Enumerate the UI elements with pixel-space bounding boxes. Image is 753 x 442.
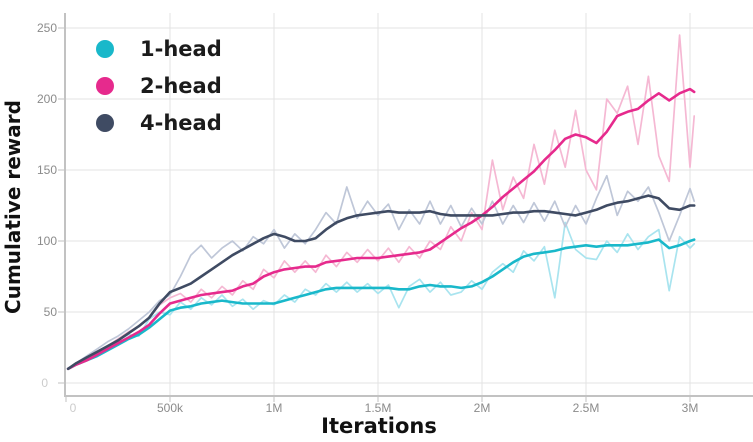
legend-series-label: 4-head [140, 110, 222, 135]
x-tick-label: 2.5M [572, 401, 600, 415]
x-tick-label: 500k [156, 401, 184, 415]
x-tick-label: 2M [473, 401, 491, 415]
x-tick-label: 1.5M [364, 401, 392, 415]
legend-item-1-head[interactable]: 1-head [96, 30, 222, 67]
y-tick-label: 0 [41, 376, 48, 390]
y-tick-label: 50 [43, 305, 57, 319]
series-smoothed-line-2-head [66, 87, 696, 371]
series-raw-line-4-head [67, 174, 696, 370]
legend-series-dot-icon [96, 113, 114, 132]
legend-series-label: 1-head [140, 36, 222, 61]
x-tick-label: 1M [265, 401, 283, 415]
legend-series-label: 2-head [140, 73, 222, 98]
y-tick-label: 150 [36, 163, 57, 177]
series-raw-line-2-head [67, 34, 696, 370]
y-tick-label: 100 [36, 234, 57, 248]
legend: 1-head 2-head 4-head [96, 30, 222, 141]
series-raw-line-1-head [67, 221, 696, 370]
series-smoothed-line-4-head [66, 194, 696, 371]
legend-item-2-head[interactable]: 2-head [96, 67, 222, 104]
x-tick-label: 3M [681, 401, 699, 415]
legend-item-4-head[interactable]: 4-head [96, 104, 222, 141]
legend-series-dot-icon [96, 39, 114, 58]
x-tick-label: 0 [69, 401, 77, 415]
y-axis-title: Cumulative reward [1, 100, 25, 314]
legend-series-dot-icon [96, 76, 114, 95]
series-smoothed-line-1-head [66, 238, 696, 371]
y-tick-label: 200 [36, 92, 57, 106]
y-tick-label: 250 [36, 21, 57, 35]
x-axis-title: Iterations [321, 414, 437, 438]
